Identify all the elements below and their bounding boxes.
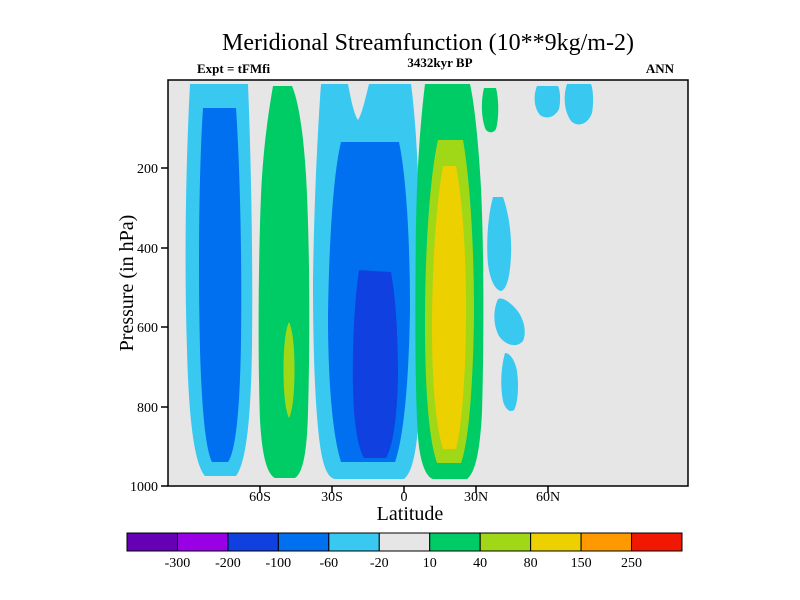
contour-south-ferrel-cell-green [258,86,310,478]
contour-south-ferrel-cell-yellowgreen [283,322,295,418]
y-tick-label: 800 [137,401,158,416]
colorbar-tick-label: 80 [524,556,538,571]
experiment-label: Expt = tFMfi [197,61,271,76]
y-tick-label: 400 [137,242,158,257]
x-tick-label: 0 [401,490,408,505]
y-tick-label: 1000 [130,480,158,495]
x-tick-label: 60S [249,490,271,505]
colorbar-tick-label: -100 [266,556,292,571]
colorbar-segment [530,532,582,552]
contour-north-hadley-cell-yellow [432,166,466,449]
contour-south-hadley-cell-darkblue [352,270,398,458]
y-tick-label: 200 [137,162,158,177]
contour-field [185,84,594,479]
contour-topright-cyan-patch-2 [564,84,594,125]
colorbar-segment [227,532,279,552]
colorbar-segment [126,532,178,552]
y-axis-ticks: 200 400 600 800 1000 [130,162,168,495]
season-label: ANN [646,61,675,76]
plot-frame [167,79,689,487]
colorbar-tick-label: -60 [319,556,338,571]
x-tick-label: 30N [464,490,488,505]
time-label: 3432kyr BP [407,55,472,70]
contour-right-cyan-sliver-2 [494,298,525,346]
contour-south-polar-cell-blue [199,108,242,462]
colorbar-segment [631,532,683,552]
colorbar-tick-label: 150 [571,556,592,571]
y-axis-label: Pressure (in hPa) [116,215,138,352]
chart-title: Meridional Streamfunction (10**9kg/m-2) [222,30,634,56]
contour-right-cyan-sliver-1 [487,197,512,291]
y-tick-label: 600 [137,321,158,336]
x-axis-ticks: 60S 30S 0 30N 60N [249,486,560,505]
colorbar-tick-label: -20 [370,556,389,571]
colorbar-tick-label: 10 [423,556,437,571]
colorbar: -300 -200 -100 -60 -20 10 40 80 150 250 [126,532,683,571]
colorbar-tick-label: -300 [165,556,191,571]
x-tick-label: 60N [536,490,560,505]
colorbar-segment [277,532,330,552]
colorbar-tick-label: 250 [621,556,642,571]
colorbar-segment [479,532,532,552]
colorbar-segment [580,532,633,552]
colorbar-tick-label: -200 [215,556,241,571]
contour-right-cyan-sliver-3 [501,353,518,411]
colorbar-segment [378,532,431,552]
colorbar-segment [176,532,229,552]
colorbar-segment [328,532,380,552]
colorbar-segment [429,532,481,552]
colorbar-tick-label: 40 [473,556,487,571]
contour-top-green-patch [481,88,499,133]
x-axis-label: Latitude [377,503,444,525]
x-tick-label: 30S [321,490,343,505]
contour-topright-cyan-patch-1 [534,86,561,118]
